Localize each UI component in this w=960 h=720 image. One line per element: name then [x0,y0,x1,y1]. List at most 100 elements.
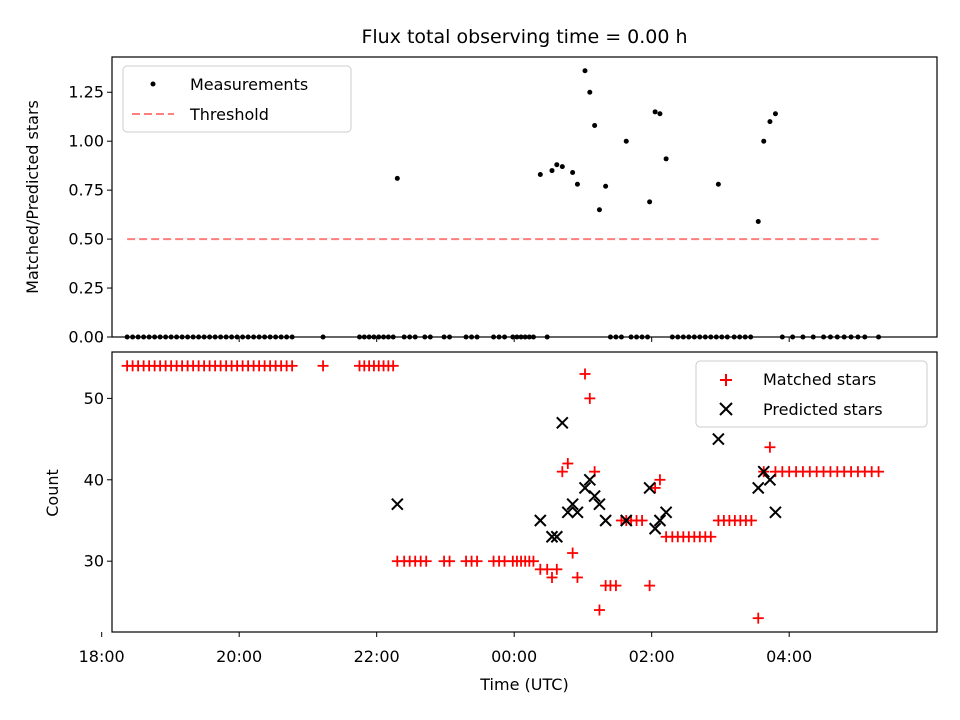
matched-stars-point [562,458,574,470]
x-tick-label: 18:00 [79,647,125,666]
x-tick-label: 04:00 [766,647,812,666]
predicted-stars-point [643,481,656,495]
matched-stars-point [649,482,661,494]
top-axes-frame [111,56,938,338]
top-plot-area [124,68,882,340]
measurement-point [767,119,773,125]
predicted-stars-point [561,506,575,519]
measurement-point [772,111,778,117]
predicted-stars-point [763,473,777,486]
measurement-point [587,89,593,95]
bottom-legend: Matched stars Predicted stars [695,360,928,428]
predicted-stars-legend-marker [719,402,733,416]
predicted-stars-point [588,489,601,503]
predicted-stars-point [712,432,725,446]
matched-stars-point [546,571,558,583]
measurement-point [549,168,555,174]
matched-stars-point [541,563,553,575]
y-tick-label: 0.75 [68,181,104,200]
predicted-stars-point [659,506,673,519]
matched-stars-point [636,514,648,526]
predicted-stars-point [583,473,597,486]
predicted-stars-point [550,530,564,543]
predicted-stars-point [752,481,765,495]
matched-stars-point [579,368,591,380]
predicted-stars-legend-label: Predicted stars [763,400,883,419]
predicted-stars-point [566,498,579,511]
measurement-point [652,109,658,115]
matched-stars-point [286,360,298,372]
measurement-point [761,138,767,144]
measurement-point [554,162,560,168]
matched-stars-point [551,563,563,575]
measurement-point [647,199,653,205]
matched-stars-point [584,392,596,404]
predicted-stars-point [769,506,782,519]
measurement-point [537,171,543,177]
chart-title: Flux total observing time = 0.00 h [361,26,687,48]
measurement-point [623,138,629,144]
ratio-panel: Flux total observing time = 0.00 h Match… [23,26,938,347]
predicted-stars-point [391,498,404,511]
matched-stars-point [705,531,717,543]
top-legend: Measurements Threshold [122,65,352,133]
matched-stars-point [471,555,483,567]
matched-stars-legend-label: Matched stars [763,370,876,389]
matched-stars-point [644,580,656,592]
measurement-point [596,207,602,213]
matched-stars-point [387,360,399,372]
matched-stars-point [610,580,622,592]
bottom-y-axis: 30 40 50 [84,389,112,571]
matched-stars-point [745,514,757,526]
predicted-stars-point [578,481,592,495]
bottom-plot-area [121,360,885,624]
matched-stars-point [420,555,432,567]
predicted-stars-point [620,514,633,527]
y-tick-label: 1.25 [68,83,104,102]
predicted-stars-point [757,465,770,478]
count-panel: Count Time (UTC) 30 40 50 18:00 20:00 22:00 0… [43,351,938,694]
top-y-axis: 0.00 0.25 0.50 0.75 1.00 1.25 [68,83,112,347]
y-tick-label: 40 [84,470,104,489]
measurement-point [394,175,400,181]
y-tick-label: 30 [84,552,104,571]
matched-stars-point [764,441,776,453]
measurement-point [603,183,609,189]
y-tick-label: 0.25 [68,279,104,298]
predicted-stars-point [593,498,606,511]
predicted-stars-point [545,530,559,543]
measurement-point [559,164,565,170]
y-tick-label: 50 [84,389,104,408]
bottom-y-axis-label: Count [43,469,62,517]
measurement-point [582,68,588,74]
measurements-legend-label: Measurements [190,75,308,94]
matched-stars-point [593,604,605,616]
measurement-point [663,156,669,162]
predicted-stars-point [571,506,584,519]
matched-stars-point [654,474,666,486]
predicted-stars-point [648,522,662,535]
matched-stars-point [752,612,764,624]
measurement-point [715,181,721,187]
predicted-stars-point [599,514,612,527]
measurement-point [657,111,663,117]
matched-stars-point [317,360,329,372]
x-tick-label: 22:00 [354,647,400,666]
measurement-point [574,181,580,187]
predicted-stars-point [534,514,547,527]
top-y-axis-label: Matched/Predicted stars [23,100,42,294]
y-tick-label: 0.00 [68,328,104,347]
matched-stars-legend-marker [720,374,732,386]
measurement-point [570,170,576,176]
matched-stars-point [873,466,885,478]
predicted-stars-point [556,416,569,430]
matched-stars-point [444,555,456,567]
predicted-stars-point [653,514,667,527]
threshold-legend-label: Threshold [189,105,269,124]
measurement-point [755,218,761,224]
top-legend-box [122,65,352,133]
x-axis-label: Time (UTC) [479,675,568,694]
measurement-point [592,123,598,129]
bottom-x-axis: 18:00 20:00 22:00 00:00 02:00 04:00 [79,632,812,666]
